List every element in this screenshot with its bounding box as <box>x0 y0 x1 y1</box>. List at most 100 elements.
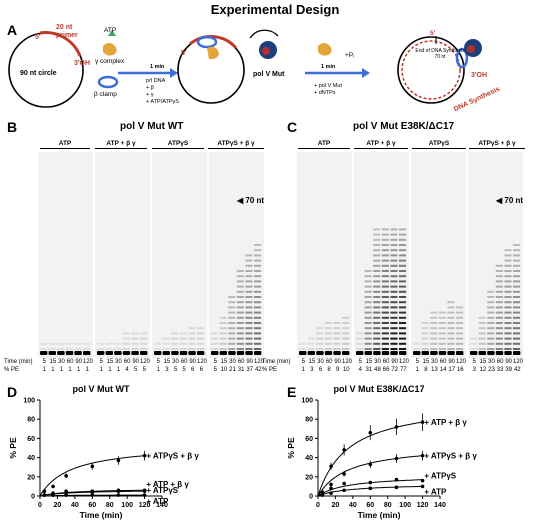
gel-band <box>399 337 407 340</box>
gel-band <box>504 327 512 330</box>
gel-band <box>373 275 381 278</box>
gel-band <box>245 306 253 309</box>
gel-time-value: 60 <box>325 359 333 365</box>
gel-time-value: 30 <box>317 359 324 365</box>
gel-band <box>188 342 196 345</box>
gel-band <box>495 296 503 298</box>
gel-time-value: 15 <box>308 359 316 365</box>
gel-band <box>381 270 389 272</box>
data-point <box>368 486 373 491</box>
gel-band <box>364 322 372 324</box>
gel-time-value: 30 <box>115 359 122 365</box>
gel-pe-value: 5 <box>182 367 186 373</box>
gel-band <box>504 285 512 288</box>
y-tick-label: 40 <box>305 455 313 462</box>
y-tick-label: 20 <box>27 474 35 481</box>
gel-pe-value: 10 <box>342 367 350 373</box>
gel-group-bg <box>411 152 466 358</box>
gel-band <box>487 311 495 314</box>
gel-band <box>390 280 398 283</box>
gel-band <box>478 337 486 340</box>
atp-arrow <box>108 30 116 36</box>
gel-band <box>57 348 65 350</box>
data-point <box>64 474 68 478</box>
data-point <box>420 453 425 458</box>
gel-band <box>236 316 244 319</box>
gel-band <box>171 348 179 350</box>
gel-band <box>430 322 438 324</box>
gel-band <box>373 270 381 272</box>
gel-band <box>390 244 398 246</box>
gel-pe-value: 1 <box>59 367 64 373</box>
gel-pe-value: 72 <box>391 367 399 373</box>
gel-band <box>438 332 446 335</box>
gel-time-value: 5 <box>213 359 217 365</box>
data-point <box>90 489 95 493</box>
gel-band <box>399 342 407 345</box>
gel-band <box>513 337 521 340</box>
gel-band <box>413 342 421 345</box>
gel-primer-band <box>333 351 341 355</box>
gel-band <box>356 342 364 345</box>
gel-band <box>381 285 389 288</box>
gel-band <box>316 348 324 350</box>
gel-primer-band <box>373 351 381 355</box>
data-point <box>394 456 399 461</box>
gel-band <box>373 332 381 335</box>
gel-pe-value: 1 <box>85 367 89 373</box>
series-label: + ATPγS + β γ <box>146 452 199 461</box>
gel-time-value: 90 <box>505 359 513 365</box>
gel-band <box>254 342 262 345</box>
gel-primer-band <box>140 351 148 355</box>
gel-time-value: 15 <box>220 359 228 365</box>
data-point <box>142 493 147 497</box>
gel-band <box>211 332 219 335</box>
data-point <box>329 491 333 495</box>
x-tick-label: 140 <box>156 502 168 509</box>
gel-band <box>478 327 486 330</box>
gel-band <box>513 285 521 288</box>
gel-band <box>197 342 205 345</box>
gel-primer-band <box>399 351 407 355</box>
gel-primer-band <box>83 351 91 355</box>
gel-band <box>381 275 389 278</box>
gel-band <box>456 348 464 350</box>
gel-band <box>373 296 381 298</box>
gel-band <box>438 342 446 345</box>
gel-band <box>299 342 307 345</box>
gel-band <box>381 342 389 345</box>
gel-band <box>447 342 455 345</box>
data-point <box>116 458 121 463</box>
gamma-complex-shape <box>103 43 117 56</box>
gel-pe-value: 5 <box>142 367 146 373</box>
gel-band <box>495 316 503 319</box>
gel-pe-value: 1 <box>77 367 81 373</box>
gel-band <box>373 285 381 288</box>
plot-e: pol V Mut E38K/ΔC17 0 20 40 60 80 100 0 20 40 60 80… <box>286 384 477 520</box>
gel-primer-band <box>114 351 122 355</box>
y-tick-label: 100 <box>301 398 313 405</box>
gel-band <box>154 342 162 345</box>
gel-band <box>456 327 464 330</box>
gel-band <box>245 296 253 298</box>
gel-primer-band <box>122 351 131 355</box>
scheme-step2-time: 1 min <box>321 64 336 70</box>
gel-band <box>513 342 521 345</box>
gel-pe-value: 6 <box>199 367 203 373</box>
gel-band <box>373 259 381 262</box>
x-tick-label: 40 <box>71 502 79 509</box>
gel-band <box>162 348 170 350</box>
gel-c-marker: ◀ 70 nt <box>496 196 524 205</box>
y-axis-label: % PE <box>286 437 296 459</box>
gel-pe-value: 16 <box>456 367 464 373</box>
gel-band <box>236 280 244 283</box>
gel-time-value: 30 <box>431 359 438 365</box>
gel-band <box>470 348 478 350</box>
gel-band <box>478 348 486 350</box>
gel-time-value: 120 <box>456 359 467 365</box>
gel-band <box>245 322 253 324</box>
gel-time-value: 120 <box>140 359 151 365</box>
gel-c-group-3: ATPγS + β γ <box>469 140 525 149</box>
gel-band <box>456 306 464 309</box>
gel-band <box>236 306 244 309</box>
